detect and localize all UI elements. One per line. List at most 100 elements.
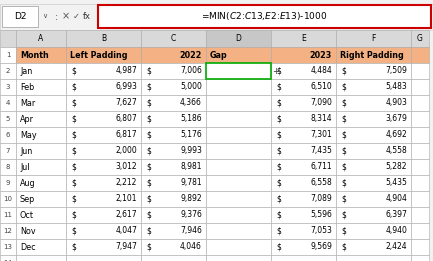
Text: 4,366: 4,366 — [180, 98, 202, 108]
Text: 9,892: 9,892 — [181, 194, 202, 204]
Bar — [141, 30, 206, 47]
Text: $: $ — [276, 227, 281, 235]
Text: $: $ — [71, 82, 76, 92]
Bar — [271, 95, 336, 111]
Text: $: $ — [146, 146, 151, 156]
Bar — [0, 255, 16, 261]
Text: 12: 12 — [3, 228, 13, 234]
Bar — [206, 175, 271, 191]
Text: 4: 4 — [6, 100, 10, 106]
Bar — [206, 223, 271, 239]
Text: $: $ — [71, 67, 76, 75]
Bar — [206, 191, 271, 207]
Text: $: $ — [341, 163, 346, 171]
Text: Gap: Gap — [210, 50, 228, 60]
Text: 10: 10 — [3, 196, 13, 202]
Bar — [0, 111, 16, 127]
Bar — [0, 175, 16, 191]
Bar — [16, 30, 66, 47]
Bar — [411, 111, 429, 127]
Text: ×: × — [62, 11, 70, 21]
Text: $: $ — [146, 179, 151, 187]
Bar — [411, 79, 429, 95]
Text: +: + — [272, 68, 279, 76]
Text: $: $ — [71, 211, 76, 220]
Text: 5,435: 5,435 — [385, 179, 407, 187]
Bar — [411, 30, 429, 47]
Text: Jun: Jun — [20, 146, 32, 156]
Text: 5,186: 5,186 — [181, 115, 202, 123]
Bar — [0, 207, 16, 223]
Text: $: $ — [146, 82, 151, 92]
Text: A: A — [39, 34, 44, 43]
Text: 5,596: 5,596 — [310, 211, 332, 220]
Bar — [0, 79, 16, 95]
Bar — [411, 223, 429, 239]
Text: 3,679: 3,679 — [385, 115, 407, 123]
Text: 5: 5 — [6, 116, 10, 122]
Text: $: $ — [71, 242, 76, 252]
Text: D: D — [236, 34, 242, 43]
Bar — [66, 95, 141, 111]
Text: fx: fx — [83, 12, 91, 21]
Bar — [336, 239, 411, 255]
Text: $: $ — [146, 115, 151, 123]
Bar — [206, 63, 271, 79]
Bar — [16, 239, 66, 255]
Text: :: : — [55, 11, 58, 21]
Bar — [66, 143, 141, 159]
Text: Feb: Feb — [20, 82, 34, 92]
Text: $: $ — [276, 146, 281, 156]
Bar — [411, 191, 429, 207]
Text: $: $ — [71, 194, 76, 204]
Text: 9,569: 9,569 — [310, 242, 332, 252]
Bar — [271, 239, 336, 255]
Bar — [206, 95, 271, 111]
Bar — [0, 63, 16, 79]
Text: Left Padding: Left Padding — [70, 50, 127, 60]
Text: $: $ — [146, 211, 151, 220]
Text: $: $ — [71, 227, 76, 235]
Text: G: G — [417, 34, 423, 43]
Bar — [0, 191, 16, 207]
Bar — [141, 207, 206, 223]
Text: 2,101: 2,101 — [116, 194, 137, 204]
Bar — [271, 30, 336, 47]
Text: 7: 7 — [6, 148, 10, 154]
Bar — [141, 255, 206, 261]
Text: $: $ — [146, 67, 151, 75]
Bar — [98, 5, 431, 28]
Bar — [336, 143, 411, 159]
Bar — [2, 6, 38, 27]
Bar — [206, 30, 271, 47]
Bar — [141, 127, 206, 143]
Text: $: $ — [341, 67, 346, 75]
Text: $: $ — [71, 98, 76, 108]
Bar — [66, 47, 141, 63]
Text: 4,046: 4,046 — [180, 242, 202, 252]
Text: $: $ — [341, 146, 346, 156]
Bar — [66, 127, 141, 143]
Text: $: $ — [276, 211, 281, 220]
Text: Apr: Apr — [20, 115, 34, 123]
Bar — [141, 239, 206, 255]
Bar — [411, 239, 429, 255]
Text: $: $ — [341, 98, 346, 108]
Text: 7,946: 7,946 — [180, 227, 202, 235]
Bar — [141, 47, 206, 63]
Text: 7,006: 7,006 — [180, 67, 202, 75]
Text: 7,301: 7,301 — [310, 130, 332, 139]
Bar — [411, 63, 429, 79]
Text: 4,940: 4,940 — [385, 227, 407, 235]
Text: B: B — [101, 34, 106, 43]
Bar — [66, 79, 141, 95]
Bar — [206, 47, 271, 63]
Bar — [336, 223, 411, 239]
Text: $: $ — [276, 179, 281, 187]
Text: 6,510: 6,510 — [310, 82, 332, 92]
Bar — [16, 143, 66, 159]
Text: 8,981: 8,981 — [181, 163, 202, 171]
Text: 3: 3 — [6, 84, 10, 90]
Text: 6,397: 6,397 — [385, 211, 407, 220]
Text: 6: 6 — [6, 132, 10, 138]
